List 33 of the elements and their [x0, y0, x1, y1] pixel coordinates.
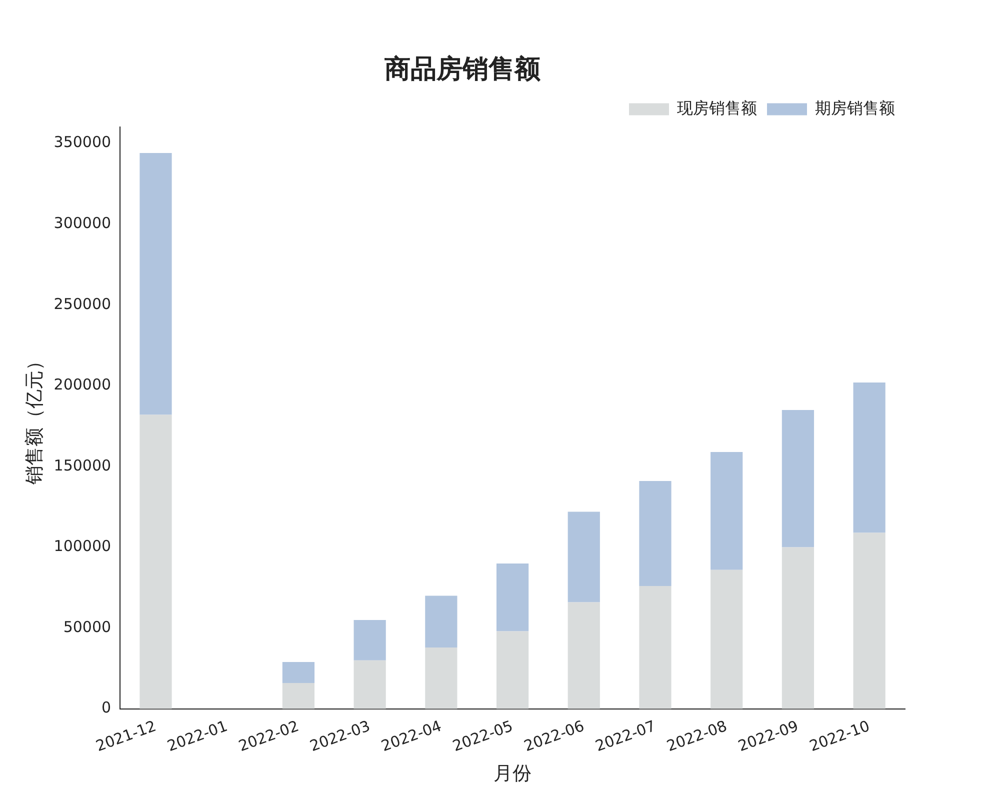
- bar: [710, 570, 743, 709]
- bar: [425, 596, 458, 648]
- y-tick-label: 300000: [54, 214, 112, 232]
- legend-label: 现房销售额: [677, 98, 757, 118]
- y-tick-label: 0: [102, 698, 112, 717]
- y-tick-label: 250000: [54, 294, 112, 313]
- bar: [354, 620, 386, 660]
- legend-label: 期房销售额: [815, 98, 895, 118]
- bar: [425, 647, 458, 709]
- x-axis-title: 月份: [494, 762, 532, 785]
- bar: [140, 414, 172, 709]
- bar: [354, 660, 386, 709]
- y-tick-label: 100000: [54, 537, 112, 556]
- bar: [496, 631, 529, 709]
- bar: [140, 153, 172, 415]
- bar: [496, 563, 529, 632]
- bar: [639, 481, 672, 586]
- bar: [782, 547, 814, 709]
- bar: [282, 683, 315, 709]
- bar: [853, 532, 886, 709]
- bar: [282, 662, 315, 683]
- y-tick-label: 150000: [54, 456, 112, 474]
- bar: [782, 410, 814, 548]
- y-axis-title: 销售额（亿元）: [23, 352, 46, 486]
- bar: [639, 586, 672, 709]
- bar: [568, 602, 600, 709]
- bar: [853, 382, 886, 533]
- y-tick-label: 200000: [54, 376, 112, 394]
- chart-title: 商品房销售额: [384, 54, 542, 84]
- y-tick-label: 350000: [54, 133, 112, 152]
- bar: [568, 512, 600, 602]
- bar: [710, 452, 743, 570]
- y-tick-label: 50000: [63, 618, 112, 636]
